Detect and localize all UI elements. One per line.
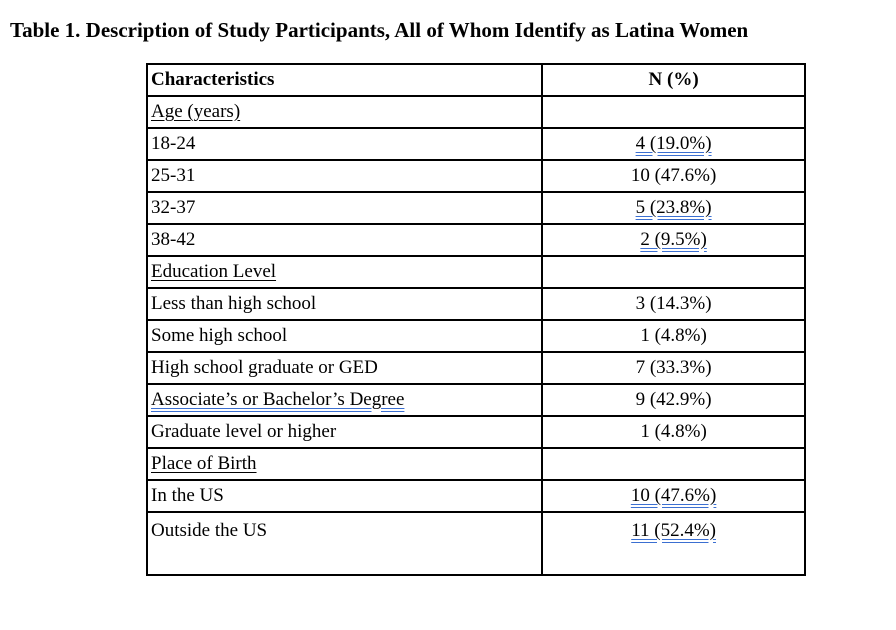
row-value: 11 (52.4%) — [541, 511, 806, 576]
section-label: Age (years) — [145, 95, 544, 129]
row-value-text: 11 (52.4%) — [631, 520, 716, 541]
section-row-education: Education Level — [145, 255, 806, 289]
table-row: Graduate level or higher 1 (4.8%) — [145, 415, 806, 449]
section-label: Place of Birth — [145, 447, 544, 481]
table-row: Some high school 1 (4.8%) — [145, 319, 806, 353]
table-row: 25-31 10 (47.6%) — [145, 159, 806, 193]
table-row: 38-42 2 (9.5%) — [145, 223, 806, 257]
section-empty-cell — [541, 447, 806, 481]
table-row: High school graduate or GED 7 (33.3%) — [145, 351, 806, 385]
row-value: 10 (47.6%) — [541, 479, 806, 513]
row-value: 1 (4.8%) — [541, 415, 806, 449]
table-row: 18-24 4 (19.0%) — [145, 127, 806, 161]
table-row: Outside the US 11 (52.4%) — [145, 511, 806, 576]
table-title: Table 1. Description of Study Participan… — [10, 18, 749, 42]
row-label: 38-42 — [145, 223, 544, 257]
row-label: Some high school — [145, 319, 544, 353]
row-label: High school graduate or GED — [145, 351, 544, 385]
row-value: 2 (9.5%) — [541, 223, 806, 257]
row-value: 3 (14.3%) — [541, 287, 806, 321]
participants-table: Characteristics N (%) Age (years) 18-24 … — [145, 63, 806, 576]
section-empty-cell — [541, 255, 806, 289]
row-label: 25-31 — [145, 159, 544, 193]
row-label: Less than high school — [145, 287, 544, 321]
header-characteristics: Characteristics — [145, 63, 544, 97]
section-label: Education Level — [145, 255, 544, 289]
table-row: In the US 10 (47.6%) — [145, 479, 806, 513]
row-label: 18-24 — [145, 127, 544, 161]
section-row-birth: Place of Birth — [145, 447, 806, 481]
header-row: Characteristics N (%) — [145, 63, 806, 97]
row-value: 1 (4.8%) — [541, 319, 806, 353]
row-value-text: 4 (19.0%) — [635, 133, 712, 154]
row-value-text: 10 (47.6%) — [630, 485, 717, 506]
row-label: Outside the US — [145, 511, 544, 576]
row-value: 10 (47.6%) — [541, 159, 806, 193]
row-label: 32-37 — [145, 191, 544, 225]
table-row: 32-37 5 (23.8%) — [145, 191, 806, 225]
row-label: In the US — [145, 479, 544, 513]
row-value: 5 (23.8%) — [541, 191, 806, 225]
row-label: Graduate level or higher — [145, 415, 544, 449]
row-label: Associate’s or Bachelor’s Degree — [145, 383, 544, 417]
row-value: 7 (33.3%) — [541, 351, 806, 385]
row-value-text: 2 (9.5%) — [640, 229, 707, 250]
header-n-percent: N (%) — [541, 63, 806, 97]
row-value: 4 (19.0%) — [541, 127, 806, 161]
table-row: Associate’s or Bachelor’s Degree 9 (42.9… — [145, 383, 806, 417]
row-value-text: 5 (23.8%) — [635, 197, 712, 218]
table-row: Less than high school 3 (14.3%) — [145, 287, 806, 321]
section-row-age: Age (years) — [145, 95, 806, 129]
section-empty-cell — [541, 95, 806, 129]
row-value: 9 (42.9%) — [541, 383, 806, 417]
row-label-text: Associate’s or Bachelor’s Degree — [151, 389, 405, 410]
